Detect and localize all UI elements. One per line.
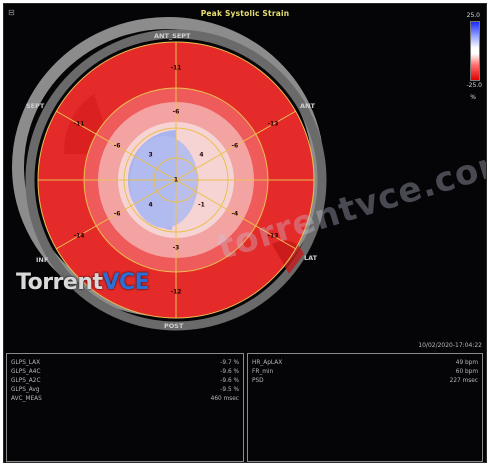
metric-value: 460 msec <box>210 396 239 402</box>
mid-segment-value: -6 <box>231 142 239 150</box>
basal-segment-value: -12 <box>170 288 182 296</box>
timestamp: 10/02/2020-17:04:22 <box>418 342 482 349</box>
apical-segment-value: 4 <box>199 151 204 159</box>
basal-segment-value: -11 <box>170 64 182 72</box>
right-metric-row: HR_ApLAX 49 bpm <box>248 360 482 369</box>
label-post: POST <box>164 322 184 330</box>
metric-value: -9.6 % <box>220 369 239 375</box>
left-results-panel: GLPS_LAX -9.7 % GLPS_A4C -9.6 % GLPS_A2C -9.6… <box>6 353 244 462</box>
metric-label: GLPS_Avg <box>11 387 40 393</box>
label-sept: SEPT <box>26 102 45 110</box>
basal-segment-value: -11 <box>73 120 85 128</box>
metric-label: AVC_MEAS <box>11 396 42 402</box>
metric-value: -9.7 % <box>220 360 239 366</box>
left-metric-row: GLPS_A2C -9.6 % <box>7 378 243 387</box>
strain-viewer: -11 -13 -13 -12 -14 -11 -6 -6 -4 -3 -6 -6 4 -1 4 3 1 ⊟ P… <box>3 3 487 463</box>
metric-value: 49 bpm <box>455 360 478 366</box>
right-metric-row: FR_min 60 bpm <box>248 369 482 378</box>
blue-region-core <box>130 136 198 228</box>
label-inf: INF <box>36 256 49 264</box>
label-ant-sept: ANT_SEPT <box>154 32 191 40</box>
mid-segment-value: -6 <box>113 210 121 218</box>
right-results-panel: HR_ApLAX 49 bpm FR_min 60 bpm PSD 227 msec <box>247 353 483 462</box>
basal-segment-value: -14 <box>73 232 85 240</box>
left-metric-row: GLPS_A4C -9.6 % <box>7 369 243 378</box>
gray-inner-ring <box>25 29 327 331</box>
mid-segment-value: -4 <box>231 210 239 218</box>
metric-label: GLPS_A2C <box>11 378 41 384</box>
metric-label: PSD <box>252 378 264 384</box>
mid-segment-value: -6 <box>172 108 180 116</box>
logo-part1: Torrent <box>16 270 103 295</box>
left-metric-row: GLPS_LAX -9.7 % <box>7 360 243 369</box>
scale-max-label: 25.0 <box>466 12 480 19</box>
label-lat: LAT <box>304 254 318 262</box>
metric-label: GLPS_A4C <box>11 369 41 375</box>
menu-icon[interactable]: ⊟ <box>8 8 15 17</box>
color-scale-bar <box>470 21 480 81</box>
left-metric-row: GLPS_Avg -9.5 % <box>7 387 243 396</box>
basal-segment-value: -13 <box>267 120 279 128</box>
metric-value: 60 bpm <box>455 369 478 375</box>
metric-label: FR_min <box>252 369 274 375</box>
basal-segment-value: -13 <box>267 232 279 240</box>
scale-unit-label: % <box>470 94 476 101</box>
bullseye-plot <box>12 17 327 331</box>
right-metric-row: PSD 227 msec <box>248 378 482 387</box>
scale-min-label: -25.0 <box>466 82 482 89</box>
metric-label: HR_ApLAX <box>252 360 283 366</box>
metric-value: -9.5 % <box>220 387 239 393</box>
grid-spokes <box>38 42 314 318</box>
watermark-logo: TorrentVCE <box>16 270 150 295</box>
left-metric-row: AVC_MEAS 460 msec <box>7 396 243 405</box>
apical-segment-value: -1 <box>198 201 205 209</box>
metric-value: -9.6 % <box>220 378 239 384</box>
mid-segment-value: -6 <box>113 142 121 150</box>
metric-value: 227 msec <box>449 378 478 384</box>
label-ant: ANT <box>300 102 315 110</box>
mid-segment-value: -3 <box>172 244 180 252</box>
metric-label: GLPS_LAX <box>11 360 41 366</box>
apical-segment-value: 4 <box>148 201 153 209</box>
apical-segment-value: 3 <box>148 151 153 159</box>
logo-part2: VCE <box>102 270 150 295</box>
view-title: Peak Systolic Strain <box>200 9 290 18</box>
apex-segment-value: 1 <box>173 176 179 184</box>
